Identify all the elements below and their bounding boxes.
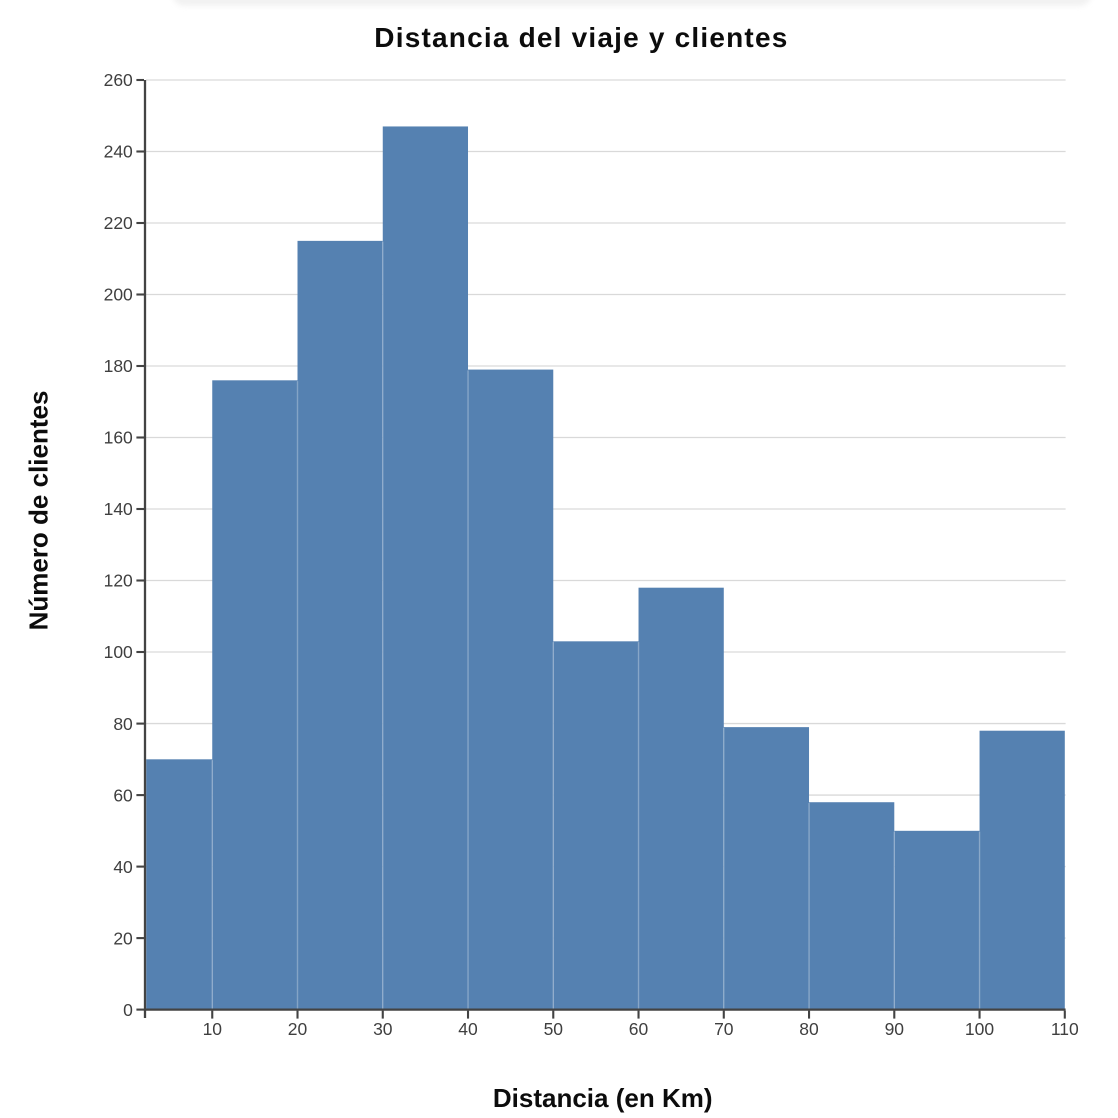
svg-text:100: 100 [965, 1019, 994, 1039]
svg-text:20: 20 [288, 1019, 308, 1039]
svg-text:30: 30 [373, 1019, 393, 1039]
svg-text:Número de clientes: Número de clientes [24, 391, 54, 631]
svg-text:180: 180 [104, 356, 133, 376]
svg-text:0: 0 [123, 1000, 133, 1020]
svg-text:Distancia (en Km): Distancia (en Km) [493, 1083, 713, 1113]
svg-text:110: 110 [1051, 1019, 1079, 1039]
svg-text:240: 240 [104, 142, 133, 162]
svg-text:160: 160 [104, 428, 133, 448]
svg-text:100: 100 [104, 642, 133, 662]
svg-text:Distancia del viaje y clientes: Distancia del viaje y clientes [374, 22, 788, 53]
svg-text:50: 50 [544, 1019, 564, 1039]
svg-text:10: 10 [203, 1019, 223, 1039]
svg-text:260: 260 [104, 70, 133, 90]
svg-text:90: 90 [885, 1019, 905, 1039]
svg-text:70: 70 [714, 1019, 734, 1039]
svg-text:140: 140 [104, 499, 133, 519]
svg-text:80: 80 [799, 1019, 819, 1039]
svg-text:80: 80 [113, 714, 133, 734]
svg-text:220: 220 [104, 213, 133, 233]
svg-text:40: 40 [458, 1019, 478, 1039]
svg-text:200: 200 [104, 285, 133, 305]
svg-text:60: 60 [113, 785, 133, 805]
svg-text:60: 60 [629, 1019, 649, 1039]
svg-text:40: 40 [113, 857, 133, 877]
svg-text:120: 120 [104, 571, 133, 591]
svg-text:20: 20 [113, 928, 133, 948]
